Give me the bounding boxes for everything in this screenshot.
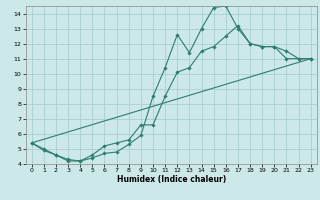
X-axis label: Humidex (Indice chaleur): Humidex (Indice chaleur) bbox=[116, 175, 226, 184]
